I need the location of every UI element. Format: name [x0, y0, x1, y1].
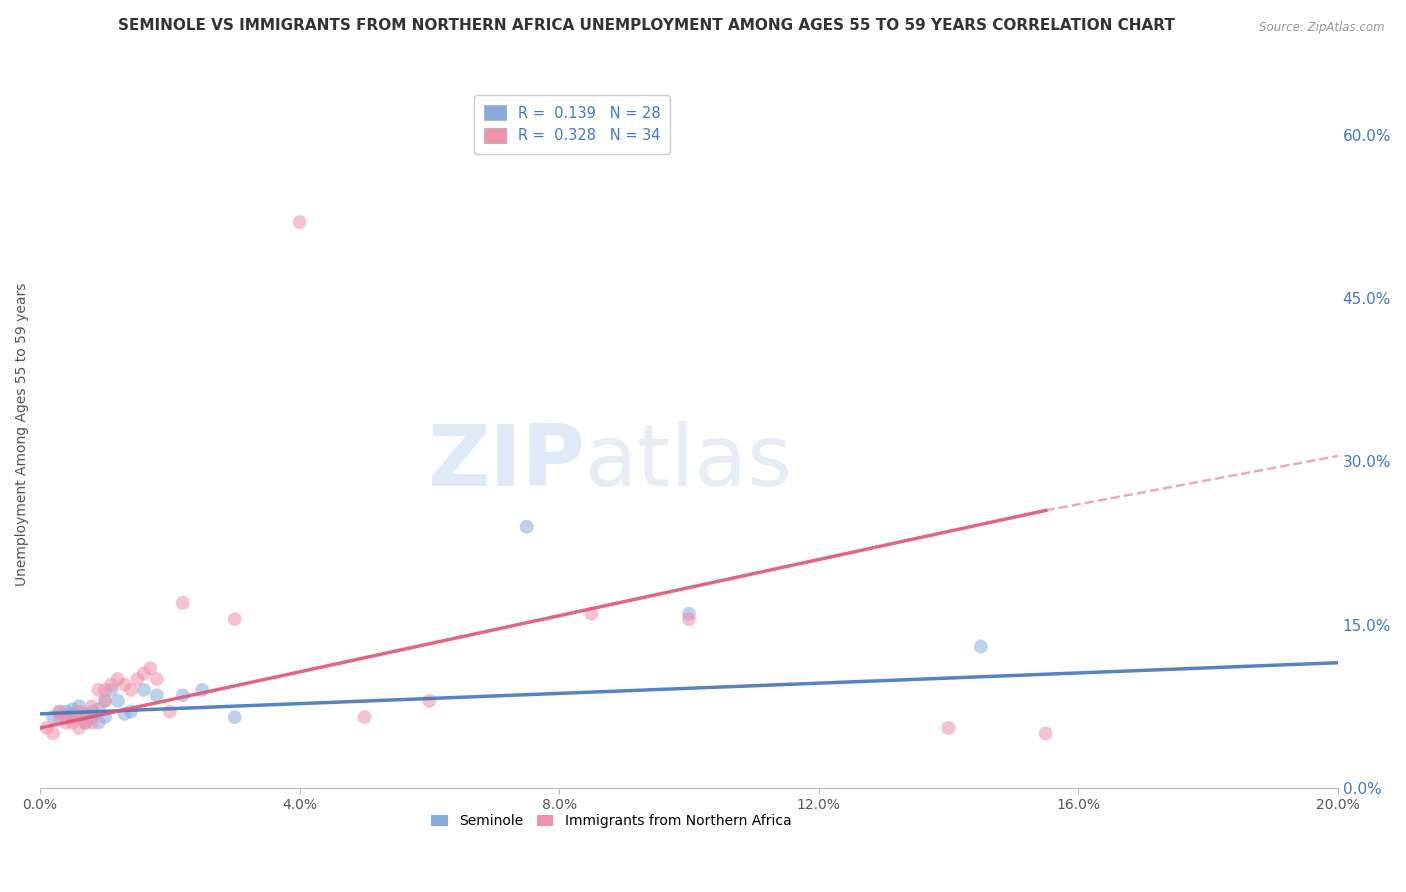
Point [80, 710, 103, 724]
Point [100, 682, 122, 697]
Point [114, 677, 136, 691]
Point [48, 705, 70, 719]
Point [67, 710, 90, 724]
Legend: Seminole, Immigrants from Northern Africa: Seminole, Immigrants from Northern Afric… [425, 809, 797, 834]
Point [87, 682, 110, 697]
Point [1035, 726, 1057, 740]
Point [35, 721, 58, 735]
Point [114, 706, 136, 721]
Point [62, 715, 84, 730]
Point [224, 612, 246, 626]
Point [100, 677, 122, 691]
Point [87, 702, 110, 716]
Point [67, 721, 90, 735]
Point [581, 607, 603, 621]
Point [146, 672, 169, 686]
Point [678, 607, 700, 621]
Point [146, 689, 169, 703]
Point [159, 705, 181, 719]
Point [62, 706, 84, 721]
Text: SEMINOLE VS IMMIGRANTS FROM NORTHERN AFRICA UNEMPLOYMENT AMONG AGES 55 TO 59 YEA: SEMINOLE VS IMMIGRANTS FROM NORTHERN AFR… [118, 18, 1175, 33]
Point [132, 682, 155, 697]
Text: atlas: atlas [585, 421, 793, 504]
Point [139, 661, 162, 675]
Point [172, 689, 194, 703]
Point [107, 672, 129, 686]
Point [132, 666, 155, 681]
Point [75, 715, 97, 730]
Point [172, 596, 194, 610]
Point [353, 710, 375, 724]
Point [80, 699, 103, 714]
Point [107, 694, 129, 708]
Point [75, 710, 97, 724]
Point [120, 682, 142, 697]
Point [127, 672, 149, 686]
Point [75, 706, 97, 721]
Text: Source: ZipAtlas.com: Source: ZipAtlas.com [1260, 21, 1385, 35]
Point [418, 694, 440, 708]
Y-axis label: Unemployment Among Ages 55 to 59 years: Unemployment Among Ages 55 to 59 years [15, 283, 30, 586]
Point [94, 710, 117, 724]
Point [288, 215, 311, 229]
Point [678, 612, 700, 626]
Point [94, 682, 117, 697]
Point [970, 640, 993, 654]
Point [94, 694, 117, 708]
Point [87, 715, 110, 730]
Point [62, 702, 84, 716]
Point [516, 520, 538, 534]
Point [55, 715, 77, 730]
Point [48, 710, 70, 724]
Point [67, 699, 90, 714]
Point [62, 710, 84, 724]
Point [80, 705, 103, 719]
Point [80, 715, 103, 730]
Point [42, 710, 65, 724]
Point [55, 705, 77, 719]
Point [67, 705, 90, 719]
Text: ZIP: ZIP [427, 421, 585, 504]
Point [94, 694, 117, 708]
Point [75, 715, 97, 730]
Point [48, 705, 70, 719]
Point [120, 705, 142, 719]
Point [224, 710, 246, 724]
Point [42, 726, 65, 740]
Point [191, 682, 214, 697]
Point [55, 710, 77, 724]
Point [938, 721, 960, 735]
